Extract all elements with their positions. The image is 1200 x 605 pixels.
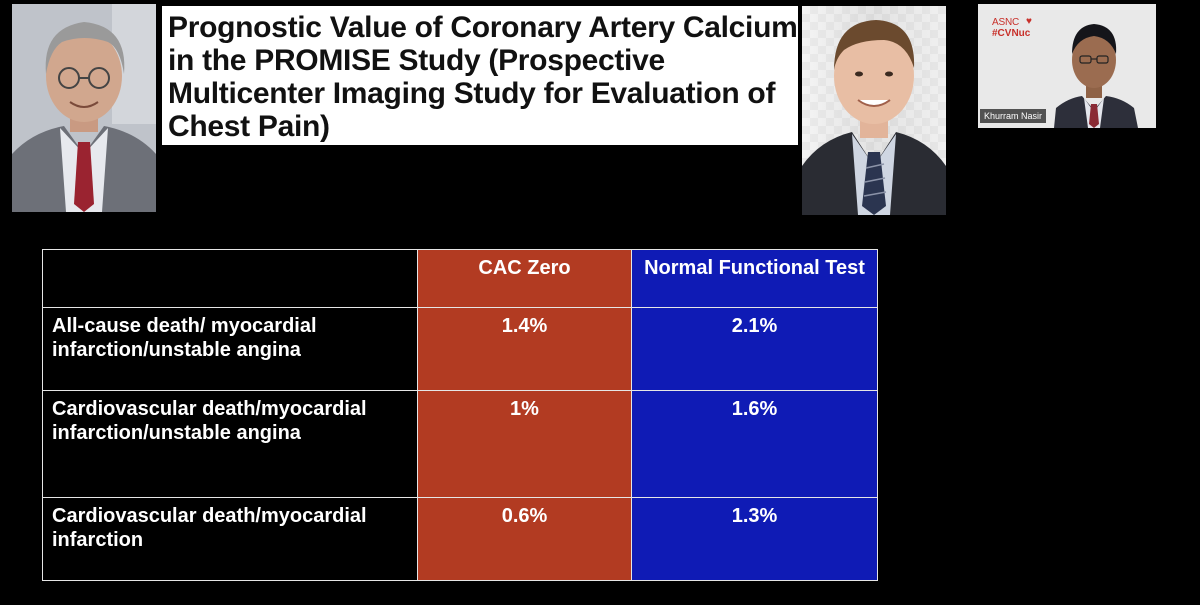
heart-icon: ♥ [1026, 16, 1032, 27]
presenter-video-tile[interactable]: ASNC #CVNuc ♥ Khurram Nasir [978, 4, 1156, 128]
cac-zero-value: 1% [417, 390, 632, 498]
header-blank-cell [42, 249, 418, 308]
speaker-photo-left [12, 4, 156, 212]
presenter-illustration [1054, 24, 1138, 128]
outcome-label: Cardiovascular death/myocardial infarcti… [42, 390, 418, 498]
speaker-left-illustration [12, 4, 156, 212]
speaker-photo-right [802, 6, 946, 215]
table-row: Cardiovascular death/myocardial infarcti… [42, 497, 878, 581]
normal-functional-value: 1.3% [631, 497, 878, 581]
cac-zero-value: 0.6% [417, 497, 632, 581]
normal-functional-value: 2.1% [631, 307, 878, 391]
cac-zero-value: 1.4% [417, 307, 632, 391]
table-row: All-cause death/ myocardial infarction/u… [42, 307, 878, 391]
asnc-logo-text: ASNC [992, 17, 1019, 28]
cvnuc-hashtag: #CVNuc [992, 28, 1031, 39]
speaker-right-illustration [802, 20, 946, 215]
table-row: Cardiovascular death/myocardial infarcti… [42, 390, 878, 498]
outcome-label: Cardiovascular death/myocardial infarcti… [42, 497, 418, 581]
outcome-label: All-cause death/ myocardial infarction/u… [42, 307, 418, 391]
asnc-logo: ASNC #CVNuc [992, 17, 1030, 39]
slide-title-box: Prognostic Value of Coronary Artery Calc… [162, 6, 798, 145]
table-header-row: CAC Zero Normal Functional Test [42, 249, 878, 308]
header-cac-zero: CAC Zero [417, 249, 632, 308]
normal-functional-value: 1.6% [631, 390, 878, 498]
header-normal-functional-test: Normal Functional Test [631, 249, 878, 308]
promise-results-table: CAC Zero Normal Functional Test All-caus… [42, 249, 878, 581]
slide-title: Prognostic Value of Coronary Artery Calc… [168, 11, 798, 143]
presenter-name-label: Khurram Nasir [980, 109, 1047, 123]
